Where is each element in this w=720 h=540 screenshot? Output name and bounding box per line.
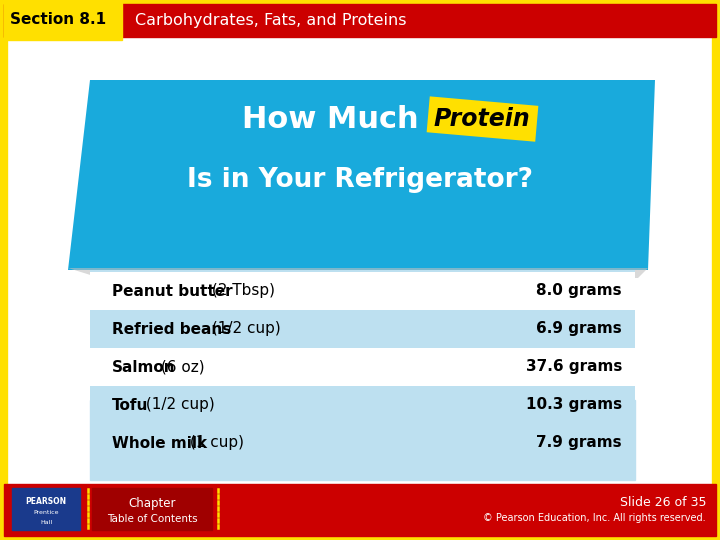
Text: How Much: How Much [242,105,418,134]
Text: (6 oz): (6 oz) [156,360,204,375]
Text: (2 Tbsp): (2 Tbsp) [207,284,275,299]
Polygon shape [68,268,648,278]
Text: 7.9 grams: 7.9 grams [536,435,622,450]
Bar [90,310,635,348]
Bar [90,400,635,480]
FancyBboxPatch shape [427,96,539,141]
Bar [90,348,635,386]
Text: Peanut butter: Peanut butter [112,284,233,299]
Bar [90,272,635,310]
Text: Refried beans: Refried beans [112,321,231,336]
Text: (1 cup): (1 cup) [185,435,244,450]
Bar [4,484,716,536]
Text: 37.6 grams: 37.6 grams [526,360,622,375]
Text: Carbohydrates, Fats, and Proteins: Carbohydrates, Fats, and Proteins [135,12,407,28]
Text: Table of Contents: Table of Contents [107,514,197,524]
Text: Salmon (6 oz): Salmon (6 oz) [112,360,218,375]
Text: Peanut butter (2 Tbsp): Peanut butter (2 Tbsp) [112,284,285,299]
Bar [12,488,80,530]
Text: Is in Your Refrigerator?: Is in Your Refrigerator? [187,167,533,193]
Text: Tofu (1/2 cup): Tofu (1/2 cup) [112,397,217,413]
Text: Salmon: Salmon [112,360,176,375]
Bar [4,4,716,37]
Bar [90,424,635,462]
Bar [90,386,635,424]
Text: (1/2 cup): (1/2 cup) [207,321,281,336]
Text: Tofu: Tofu [112,397,148,413]
Text: 10.3 grams: 10.3 grams [526,397,622,413]
Text: Chapter: Chapter [128,497,176,510]
Polygon shape [68,80,655,270]
Text: (1/2 cup): (1/2 cup) [141,397,215,413]
Text: PEARSON: PEARSON [25,497,66,507]
Bar [4,2,122,40]
Text: 8.0 grams: 8.0 grams [536,284,622,299]
Text: Prentice: Prentice [33,510,59,516]
Text: Protein: Protein [433,107,531,131]
Text: Slide 26 of 35: Slide 26 of 35 [619,496,706,509]
Bar [90,270,635,480]
Text: Whole milk (1 cup): Whole milk (1 cup) [112,435,256,450]
Bar [92,488,212,530]
Text: © Pearson Education, Inc. All rights reserved.: © Pearson Education, Inc. All rights res… [483,513,706,523]
Text: 6.9 grams: 6.9 grams [536,321,622,336]
Text: Whole milk: Whole milk [112,435,207,450]
Text: Section 8.1: Section 8.1 [10,12,106,28]
Text: Refried beans (1/2 cup): Refried beans (1/2 cup) [112,321,292,336]
Text: Hall: Hall [40,519,52,524]
Bar [68,44,658,482]
